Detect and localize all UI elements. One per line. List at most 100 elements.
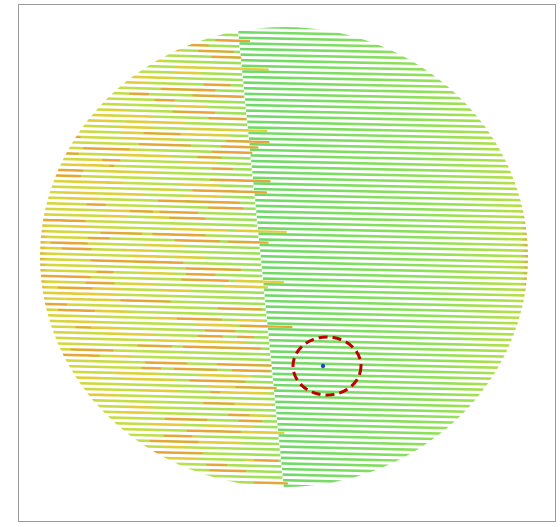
scan-line (140, 144, 168, 145)
scan-line (198, 157, 220, 158)
scan-line (59, 310, 94, 311)
scan-line (122, 116, 152, 117)
scan-line (173, 112, 214, 113)
scan-line (161, 212, 198, 213)
scan-line (44, 304, 66, 305)
scan-line (120, 155, 171, 156)
scan-line (164, 447, 186, 448)
scan-line (118, 127, 153, 128)
scan-line (121, 300, 170, 301)
scan-line (146, 245, 182, 246)
scan-line (197, 341, 245, 342)
scan-line (221, 392, 268, 393)
scan-line (222, 180, 269, 181)
scan-line (60, 355, 99, 356)
scan-line (63, 248, 91, 249)
scan-line (218, 364, 271, 365)
scan-line (229, 242, 268, 243)
scan-line (213, 152, 252, 153)
scan-line (154, 189, 174, 190)
scan-line (57, 220, 84, 221)
scan-line (84, 148, 129, 149)
scan-line (124, 138, 174, 139)
scan-line (185, 196, 221, 197)
scan-line (173, 229, 226, 230)
scan-line (101, 233, 141, 234)
scan-line (208, 386, 234, 387)
scan-line (124, 284, 154, 285)
scan-line (181, 134, 227, 135)
scan-line (159, 201, 189, 202)
scan-line (68, 198, 98, 199)
scan-line (243, 432, 283, 433)
scan-line (199, 51, 233, 52)
scan-line (177, 106, 206, 107)
scan-line (165, 436, 192, 437)
scan-line (91, 260, 131, 261)
scan-line (106, 171, 130, 172)
scan-line (212, 57, 240, 58)
scan-line (175, 369, 216, 370)
scan-line (105, 194, 142, 195)
scan-line (41, 293, 95, 294)
scan-line (126, 121, 180, 122)
scan-line (126, 82, 146, 83)
scan-line (176, 67, 217, 68)
scan-line (214, 208, 243, 209)
scan-line (176, 240, 219, 241)
scan-line (177, 453, 202, 454)
scan-line (193, 90, 215, 91)
scan-line (106, 334, 154, 335)
scan-line (107, 110, 125, 111)
scan-line (180, 184, 219, 185)
scan-line (216, 40, 249, 41)
scan-line (224, 286, 267, 287)
scan-line (197, 325, 235, 326)
scan-line (174, 72, 200, 73)
scan-line (140, 262, 172, 263)
scan-line (227, 191, 266, 192)
scan-line (133, 256, 158, 257)
scan-line (146, 362, 186, 363)
scan-line (126, 407, 152, 408)
scan-line (91, 294, 116, 295)
scan-line (200, 375, 251, 376)
scan-line (236, 320, 263, 321)
scan-line (92, 328, 119, 329)
scan-line (216, 68, 268, 69)
scan-line (237, 231, 286, 232)
scan-line (168, 145, 190, 146)
scan-line (166, 419, 207, 420)
scan-line (234, 404, 271, 405)
scan-line (193, 95, 242, 96)
scan-line (141, 273, 174, 274)
scan-line (227, 141, 268, 142)
scan-line (64, 193, 95, 194)
scan-line (64, 165, 108, 166)
scan-line (87, 283, 114, 284)
scan-line (145, 133, 186, 134)
scan-line (222, 146, 258, 147)
screenshot (0, 0, 560, 527)
scan-line (206, 425, 253, 426)
scan-line (123, 250, 150, 251)
scan-line (233, 370, 269, 371)
scan-line (254, 483, 287, 484)
scan-line (190, 380, 244, 381)
scan-line (187, 274, 215, 275)
scan-line (175, 257, 204, 258)
scan-line (182, 280, 228, 281)
scan-line (255, 460, 277, 461)
scan-line (205, 347, 260, 348)
scan-line (57, 176, 80, 177)
scan-line (204, 403, 233, 404)
scan-line (157, 340, 184, 341)
scan-line (210, 470, 245, 471)
scan-line (115, 373, 156, 374)
scan-line (67, 321, 95, 322)
scan-line (178, 319, 221, 320)
scan-line (135, 172, 159, 173)
scan-line (131, 211, 152, 212)
scan-line (155, 100, 173, 101)
scan-line (71, 181, 123, 182)
